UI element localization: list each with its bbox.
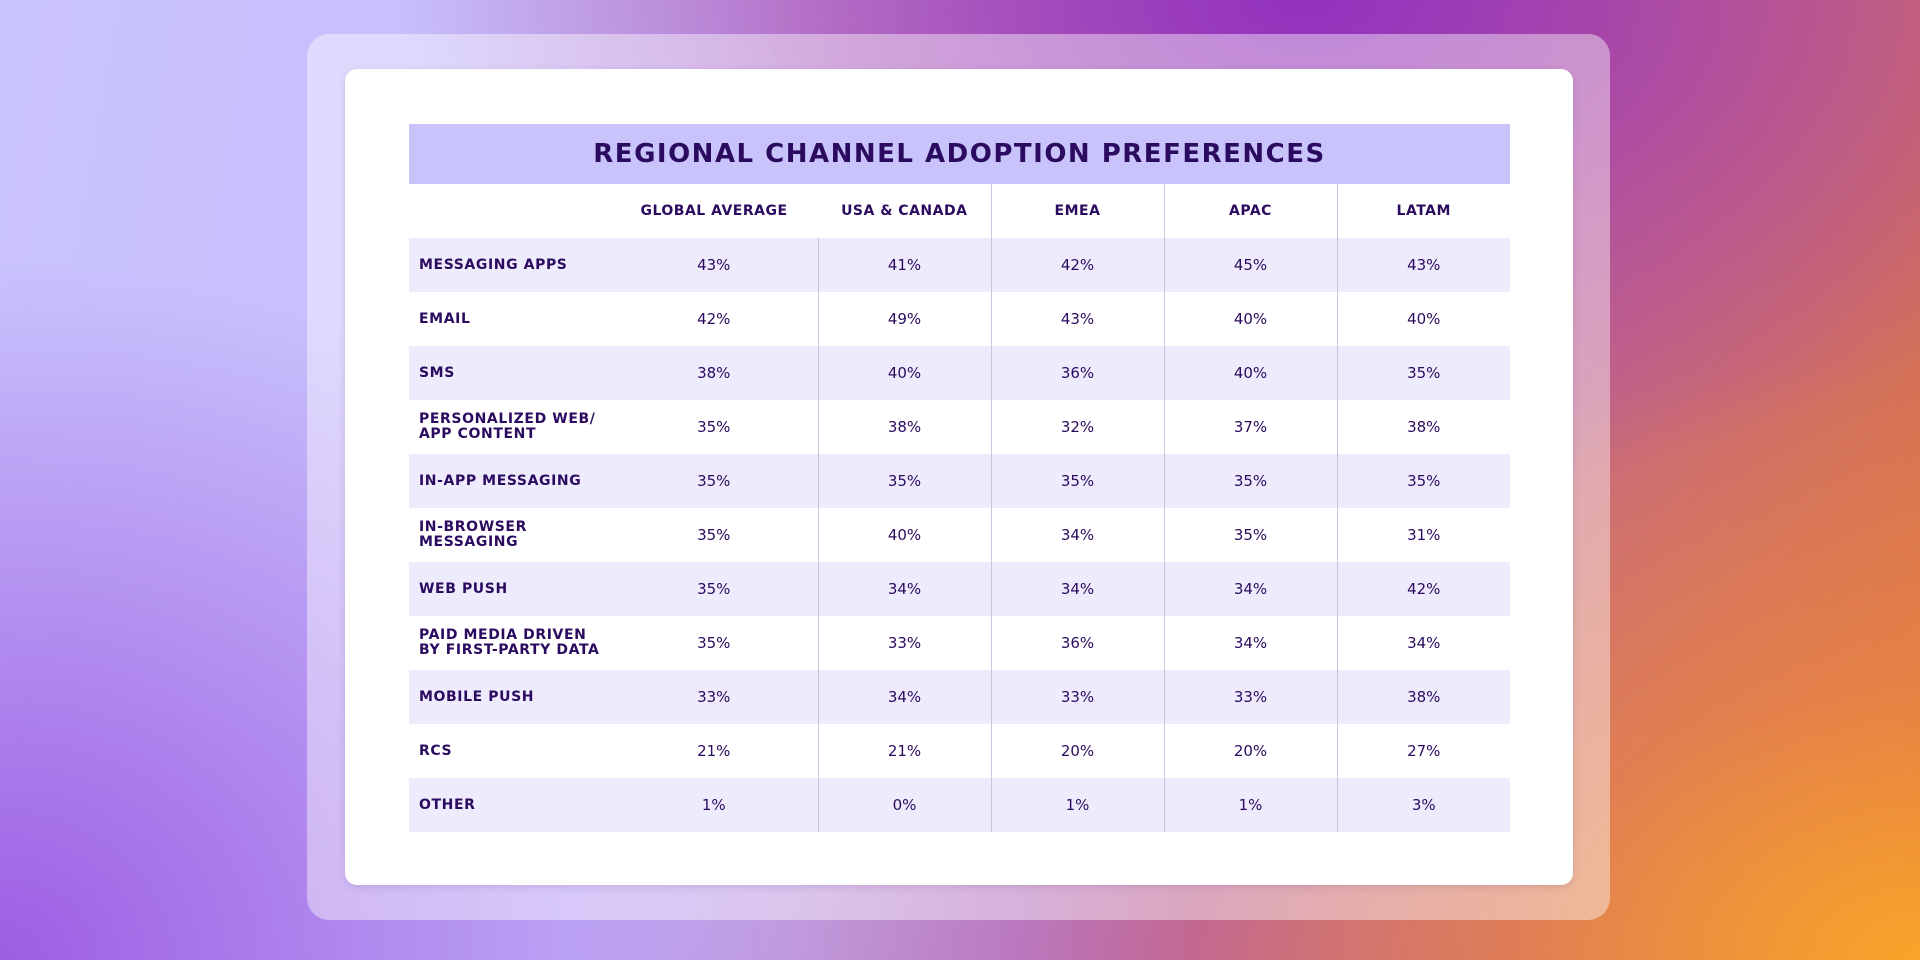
cell: 0% <box>817 778 991 832</box>
header-row: GLOBAL AVERAGE USA & CANADA EMEA APAC LATAM <box>409 184 1510 238</box>
cell: 38% <box>1336 670 1510 724</box>
cell: 3% <box>1336 778 1510 832</box>
cell: 40% <box>817 508 991 562</box>
row-label: MESSAGING APPS <box>409 238 610 292</box>
cell: 40% <box>817 346 991 400</box>
cell: 40% <box>1163 292 1337 346</box>
cell: 1% <box>1163 778 1337 832</box>
cell: 35% <box>610 562 818 616</box>
row-label: PAID MEDIA DRIVEN BY FIRST-PARTY DATA <box>419 627 600 658</box>
cell: 38% <box>817 400 991 454</box>
table-row: SMS 38% 40% 36% 40% 35% <box>409 346 1510 400</box>
cell: 1% <box>990 778 1164 832</box>
row-label: MOBILE PUSH <box>409 670 610 724</box>
cell: 33% <box>1163 670 1337 724</box>
cell: 36% <box>990 616 1164 670</box>
table-row: PERSONALIZED WEB/ APP CONTENT 35% 38% 32% 37… <box>409 400 1510 454</box>
row-label: IN-APP MESSAGING <box>409 454 610 508</box>
cell: 42% <box>697 310 731 328</box>
cell: 20% <box>990 724 1164 778</box>
cell: 37% <box>1163 400 1337 454</box>
row-label: SMS <box>409 346 610 400</box>
cell: 35% <box>1163 454 1337 508</box>
table-row: MOBILE PUSH 33% 34% 33% 33% 38% <box>409 670 1510 724</box>
row-label: IN-BROWSER MESSAGING <box>419 519 527 550</box>
cell: 40% <box>1163 346 1337 400</box>
row-label: EMAIL <box>419 310 471 327</box>
cell: 43% <box>610 238 818 292</box>
cell: 41% <box>817 238 991 292</box>
table-row: RCS 21% 21% 20% 20% 27% <box>409 724 1510 778</box>
cell: 34% <box>1163 616 1337 670</box>
table-row: IN-APP MESSAGING 35% 35% 35% 35% 35% <box>409 454 1510 508</box>
cell: 35% <box>610 454 818 508</box>
corner <box>409 184 610 238</box>
cell: 38% <box>610 346 818 400</box>
column-header: APAC <box>1163 184 1337 238</box>
cell: 34% <box>817 670 991 724</box>
cell: 34% <box>990 508 1164 562</box>
cell: 35% <box>990 454 1164 508</box>
cell: 32% <box>990 400 1164 454</box>
cell: 33% <box>990 670 1164 724</box>
cell: 43% <box>1336 238 1510 292</box>
cell: 34% <box>990 562 1164 616</box>
cell: 21% <box>817 724 991 778</box>
cell: 21% <box>697 742 731 760</box>
cell: 20% <box>1163 724 1337 778</box>
cell: 34% <box>1336 616 1510 670</box>
cell: 35% <box>817 454 991 508</box>
table-title: REGIONAL CHANNEL ADOPTION PREFERENCES <box>409 124 1510 184</box>
cell: 33% <box>610 670 818 724</box>
cell: 27% <box>1336 724 1510 778</box>
table-row: OTHER 1% 0% 1% 1% 3% <box>409 778 1510 832</box>
cell: 31% <box>1336 508 1510 562</box>
table: GLOBAL AVERAGE USA & CANADA EMEA APAC LATAM … <box>409 184 1510 832</box>
table-row: MESSAGING APPS 43% 41% 42% 45% 43% <box>409 238 1510 292</box>
cell: 35% <box>697 526 731 544</box>
row-label: RCS <box>419 742 453 759</box>
cell: 43% <box>990 292 1164 346</box>
cell: 38% <box>1336 400 1510 454</box>
cell: 45% <box>1163 238 1337 292</box>
cell: 40% <box>1336 292 1510 346</box>
cell: 1% <box>610 778 818 832</box>
column-header: USA & CANADA <box>841 203 968 219</box>
cell: 34% <box>817 562 991 616</box>
cell: 35% <box>1336 346 1510 400</box>
cell: 33% <box>817 616 991 670</box>
row-label: PERSONALIZED WEB/ APP CONTENT <box>419 411 596 442</box>
cell: 42% <box>1336 562 1510 616</box>
cell: 34% <box>1163 562 1337 616</box>
row-label: WEB PUSH <box>409 562 610 616</box>
table-row: EMAIL 42% 49% 43% 40% 40% <box>409 292 1510 346</box>
cell: 35% <box>697 418 731 436</box>
cell: 35% <box>1163 508 1337 562</box>
cell: 42% <box>990 238 1164 292</box>
cell: 36% <box>990 346 1164 400</box>
column-header: EMEA <box>990 184 1164 238</box>
cell: 49% <box>817 292 991 346</box>
column-header: LATAM <box>1336 184 1510 238</box>
column-header: GLOBAL AVERAGE <box>640 203 788 219</box>
table-row: PAID MEDIA DRIVEN BY FIRST-PARTY DATA 35%… <box>409 616 1510 670</box>
cell: 35% <box>1336 454 1510 508</box>
cell: 35% <box>697 634 731 652</box>
row-label: OTHER <box>409 778 610 832</box>
table-row: WEB PUSH 35% 34% 34% 34% 42% <box>409 562 1510 616</box>
table-row: IN-BROWSER MESSAGING 35% 40% 34% 35% 31% <box>409 508 1510 562</box>
